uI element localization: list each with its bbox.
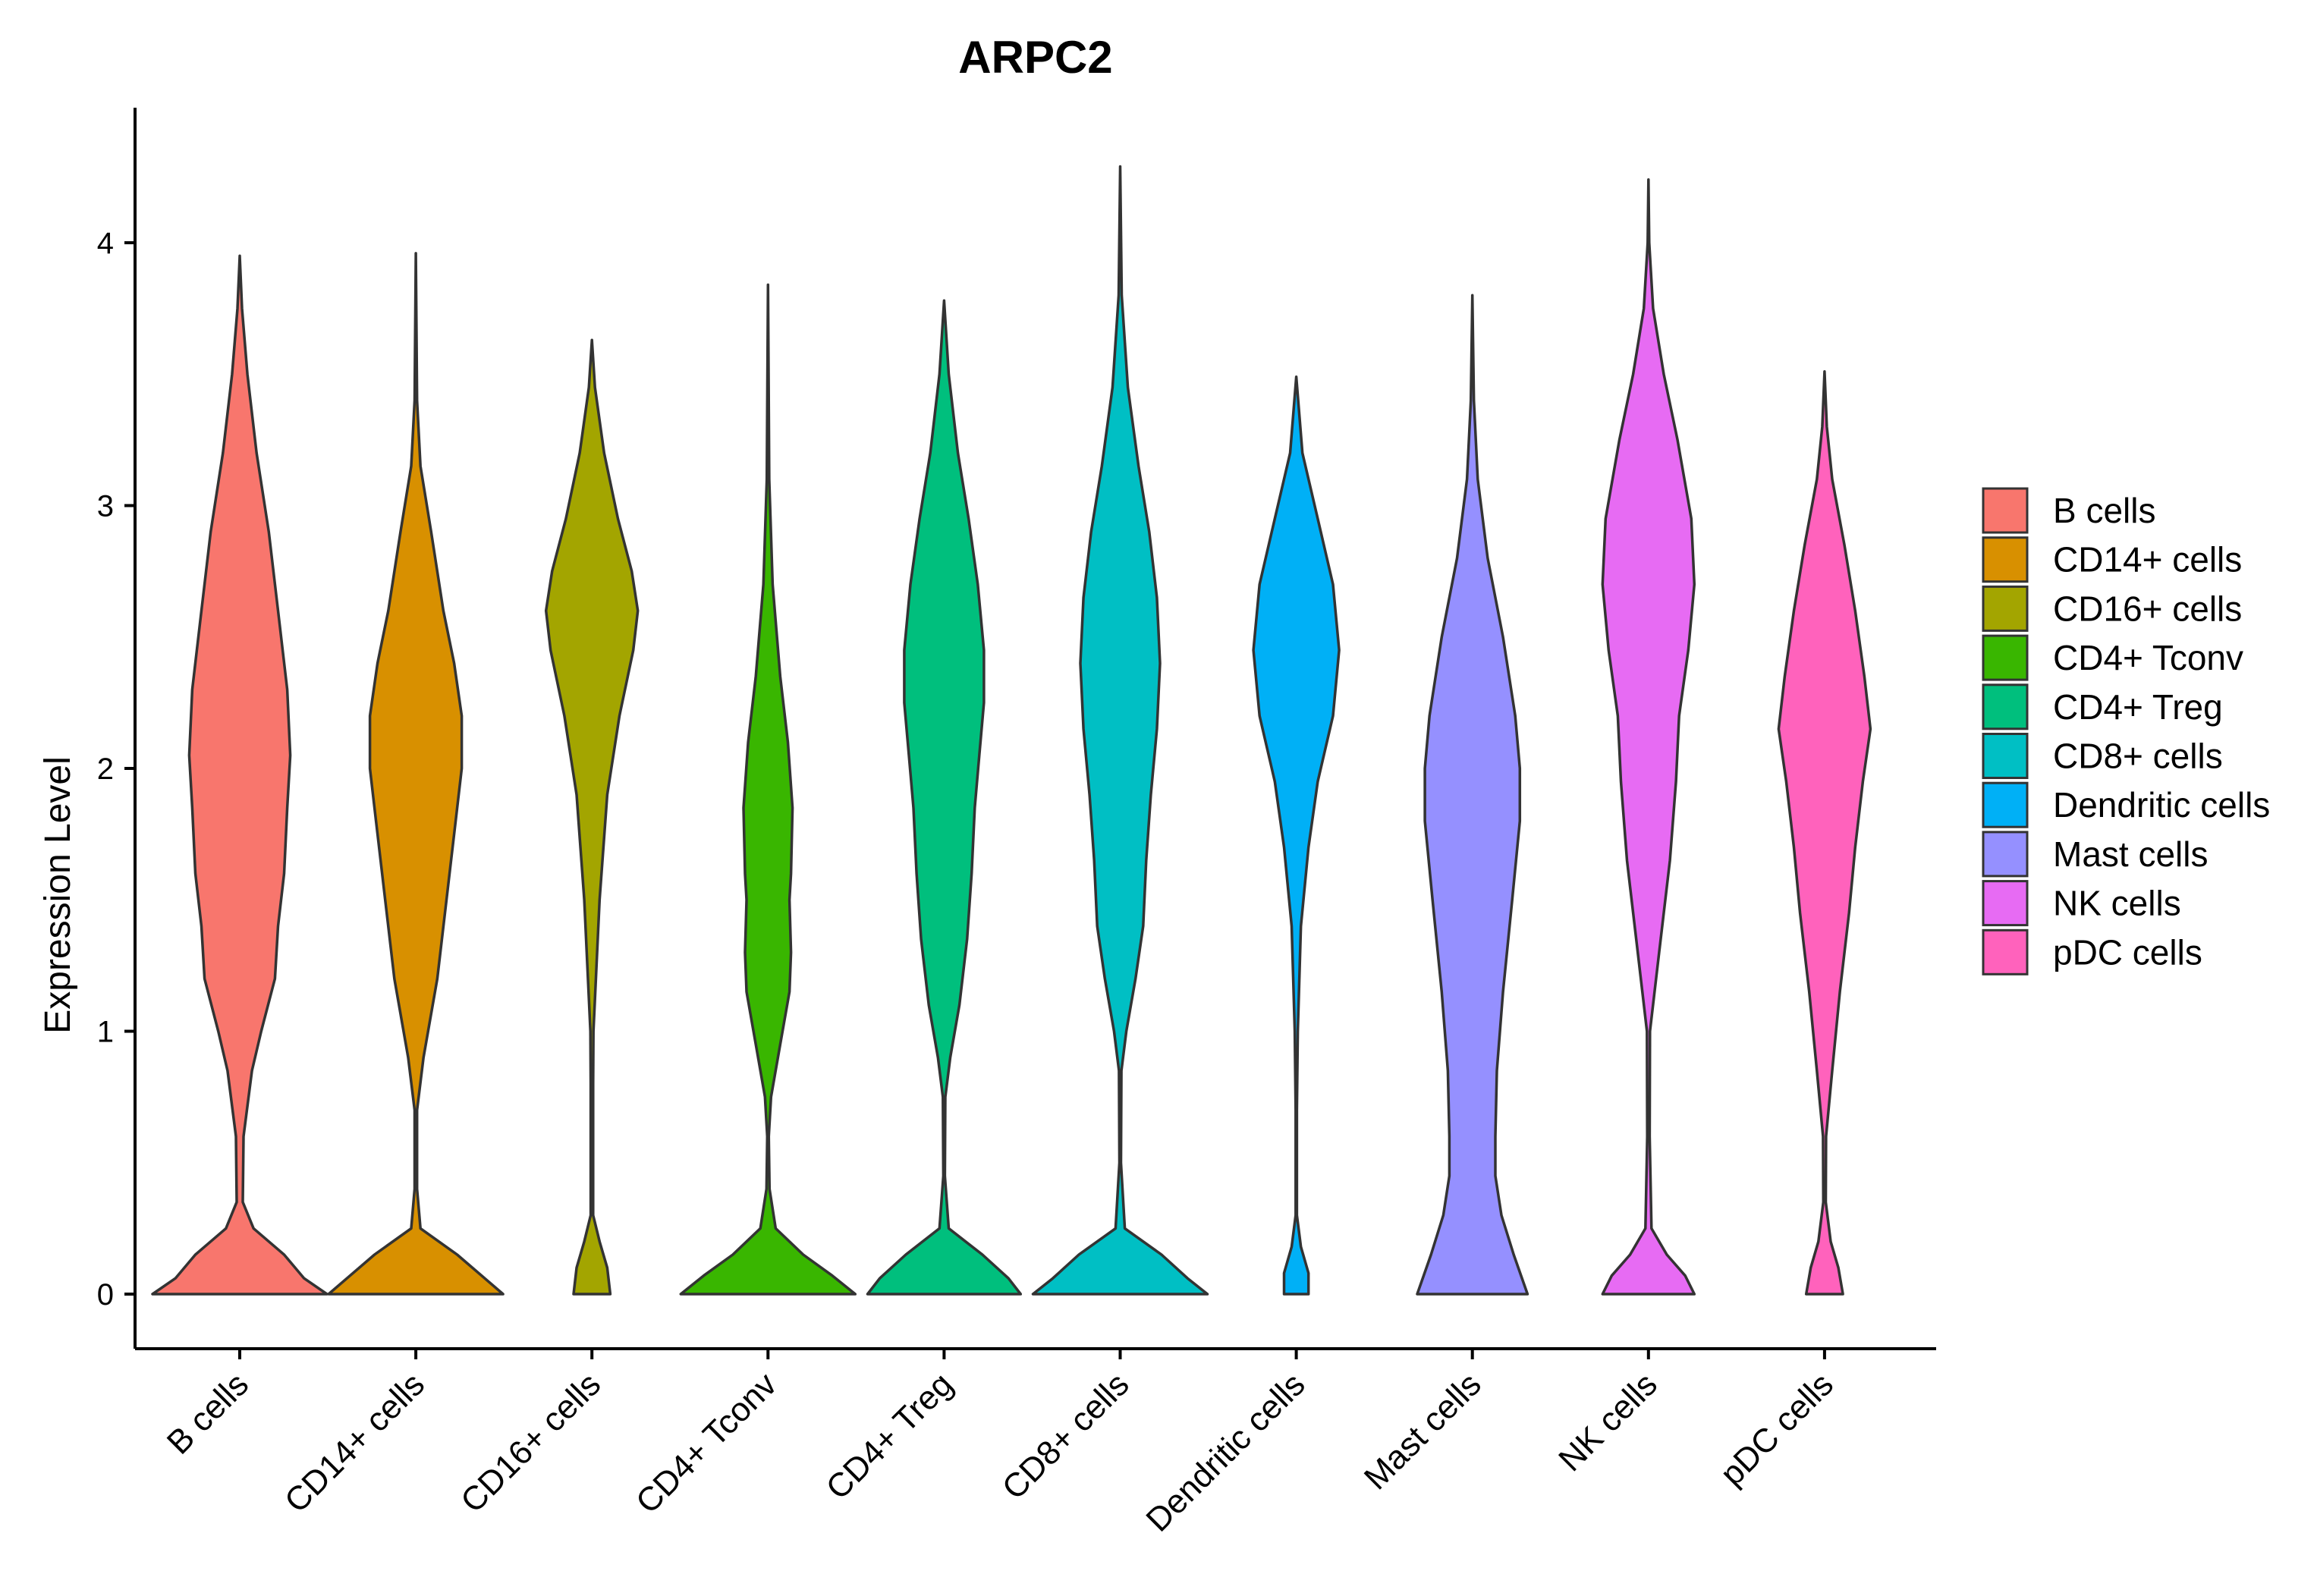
x-tick-label-cd8-plus-cells: CD8+ cells (995, 1365, 1136, 1506)
y-tick-label: 1 (97, 1016, 114, 1049)
y-tick-label: 3 (97, 490, 114, 523)
legend-label-cd4-plus-tconv: CD4+ Tconv (2053, 638, 2243, 677)
violin-pdc-cells (1777, 370, 1872, 1296)
legend-label-nk-cells: NK cells (2053, 884, 2181, 923)
legend-label-cd16-plus-cells: CD16+ cells (2053, 589, 2242, 628)
violin-cd8-plus-cells (1031, 165, 1209, 1296)
violin-cd4-plus-tconv (679, 283, 857, 1296)
legend-swatch-cd8-plus-cells (1982, 733, 2029, 779)
legend-label-mast-cells: Mast cells (2053, 834, 2208, 874)
legend-swatch-nk-cells (1982, 880, 2029, 927)
legend-label-pdc-cells: pDC cells (2053, 932, 2202, 972)
legend-swatch-cd4-plus-treg (1982, 683, 2029, 730)
legend-swatch-mast-cells (1982, 831, 2029, 878)
legend-swatch-cd14-plus-cells (1982, 536, 2029, 583)
legend-label-b-cells: B cells (2053, 491, 2155, 530)
legend-swatch-cd16-plus-cells (1982, 585, 2029, 632)
violin-cd14-plus-cells (327, 252, 505, 1296)
legend-swatch-b-cells (1982, 487, 2029, 534)
x-tick-label-mast-cells: Mast cells (1357, 1365, 1489, 1497)
legend-label-cd8-plus-cells: CD8+ cells (2053, 737, 2223, 776)
violin-dendritic-cells (1252, 375, 1341, 1296)
x-tick-label-cd4-plus-treg: CD4+ Treg (819, 1365, 960, 1506)
y-axis-label: Expression Level (38, 756, 78, 1034)
x-tick-label-cd14-plus-cells: CD14+ cells (278, 1365, 432, 1519)
y-tick-label: 2 (97, 752, 114, 786)
violin-cd16-plus-cells (544, 338, 640, 1296)
x-tick-label-dendritic-cells: Dendritic cells (1139, 1365, 1312, 1538)
violins-group (151, 165, 1872, 1296)
chart-title: ARPC2 (958, 32, 1112, 83)
y-tick-label: 4 (97, 227, 114, 260)
legend-label-cd4-plus-treg: CD4+ Treg (2053, 687, 2223, 727)
violin-mast-cells (1416, 294, 1529, 1296)
x-tick-label-b-cells: B cells (160, 1365, 256, 1461)
legend-swatch-pdc-cells (1982, 928, 2029, 976)
violin-nk-cells (1601, 178, 1696, 1296)
x-tick-label-nk-cells: NK cells (1551, 1365, 1665, 1478)
legend: B cells CD14+ cells CD16+ cells CD4+ Tconv C… (1982, 487, 2270, 976)
y-tick-label: 0 (97, 1278, 114, 1312)
legend-swatch-cd4-plus-tconv (1982, 634, 2029, 681)
legend-label-dendritic-cells: Dendritic cells (2053, 785, 2270, 825)
x-tick-label-cd4-plus-tconv: CD4+ Tconv (629, 1365, 784, 1520)
legend-label-cd14-plus-cells: CD14+ cells (2053, 540, 2242, 580)
x-tick-label-cd16-plus-cells: CD16+ cells (454, 1365, 608, 1519)
violin-cd4-plus-treg (866, 299, 1023, 1296)
violin-b-cells (151, 254, 329, 1296)
x-tick-label-pdc-cells: pDC cells (1713, 1365, 1841, 1493)
legend-swatch-dendritic-cells (1982, 781, 2029, 828)
